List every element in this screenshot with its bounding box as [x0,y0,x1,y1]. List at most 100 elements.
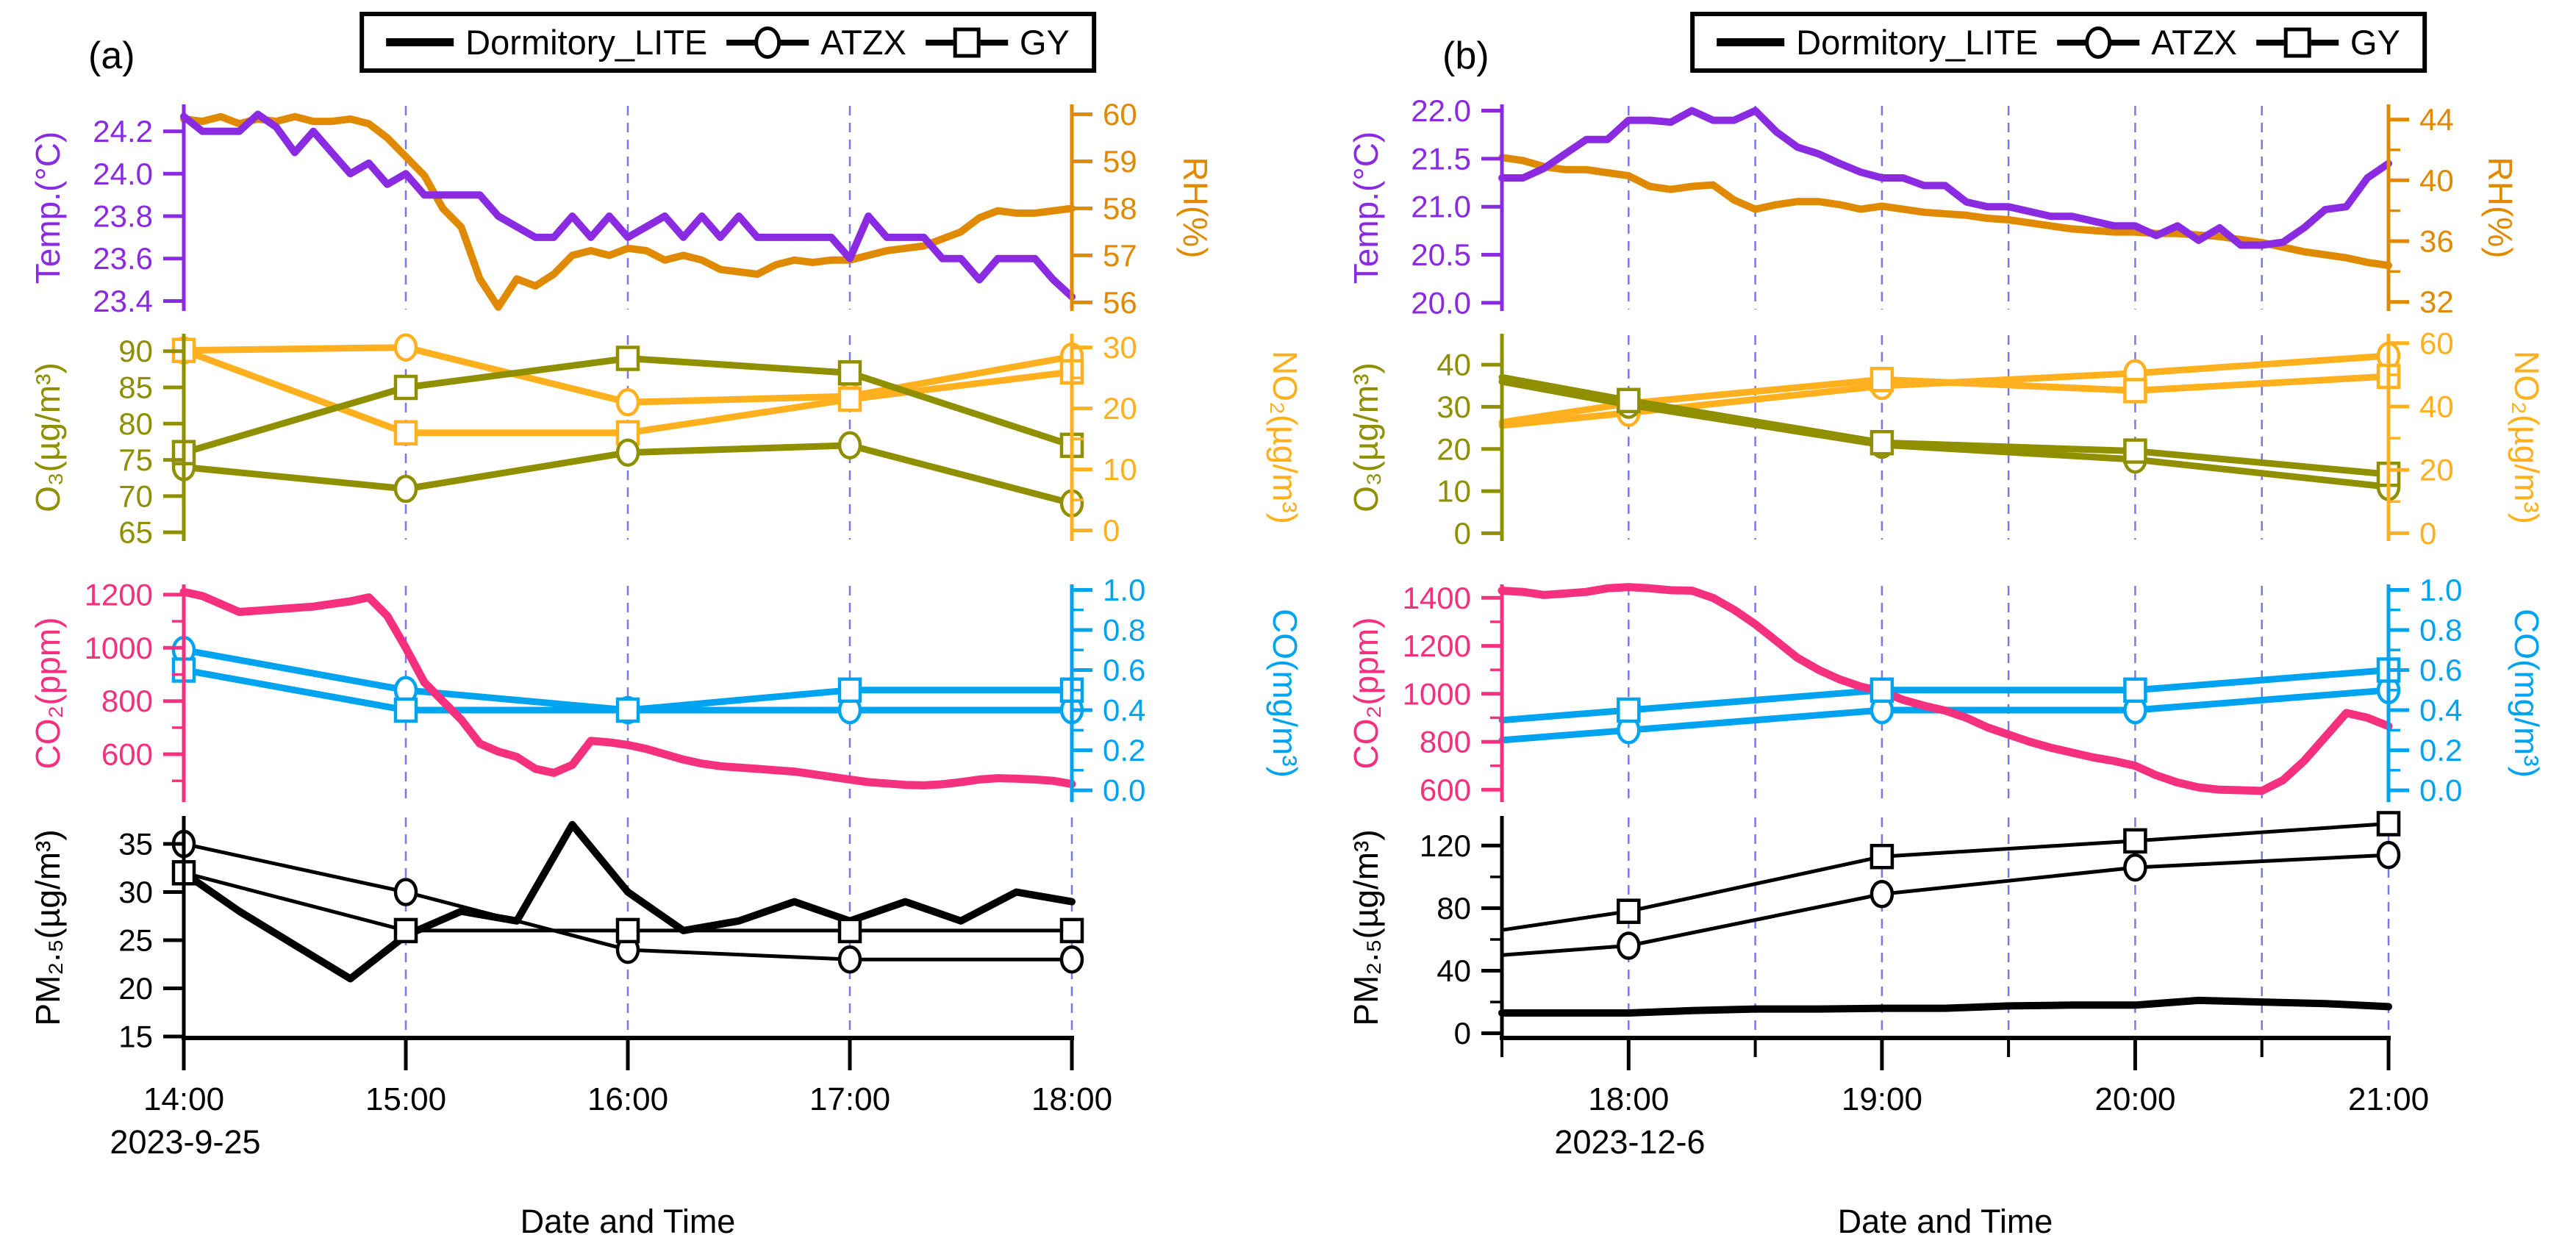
co-gy-a-marker-square-icon [837,677,862,703]
legend-item-dormitory-lite: Dormitory_LITE [1717,22,2038,62]
y-tick-label: 0.8 [1103,613,1145,648]
y-tick-label: 20 [2419,453,2454,487]
y-tick-label: 0 [1454,516,1471,551]
pm25-atzx-a-marker-circle-icon [837,945,862,974]
circle-marker-swatch-icon [2057,26,2140,60]
y-tick-label: 20 [118,971,153,1006]
y-tick-label: 1200 [85,577,153,612]
x-tick-label: 18:00 [1031,1081,1112,1117]
y-tick-label: 30 [118,875,153,909]
pm25-gy-a-marker-square-icon [393,917,418,944]
pm25-atzx-b-marker-circle-icon [1617,931,1641,960]
square-marker-swatch-icon [925,26,1008,60]
y-tick-label: 0.6 [2419,653,2462,687]
no2-gy-a-marker-square-icon [393,420,418,446]
o3-gy-b-marker-square-icon [1870,429,1895,456]
legend-label-atzx: ATZX [820,23,906,62]
y-tick-label: 23.8 [93,199,153,234]
y-tick-label: 1000 [1403,676,1471,711]
pm25-gy-b-marker-square-icon [2376,811,2401,837]
x-tick-label: 21:00 [2348,1081,2429,1117]
subplot-a-3: 15 20 25 30 35 PM₂.₅(µg/m³) 14:00 15:00 16:00 17:… [29,816,1112,1117]
y-tick-label: 800 [101,684,153,718]
pm25-gy-a-marker-square-icon [837,917,862,944]
x-tick-label: 14:00 [143,1081,224,1117]
subplot-a-0: 23.4 23.6 23.8 24.0 24.2 Temp.(°C) 56 57 58 59 60 R… [29,97,1214,320]
right-axis-title: RH(%) [2481,157,2519,259]
y-tick-label: 20 [1437,432,1471,466]
pm25-atzx-b-marker-circle-icon [1870,880,1895,909]
left-axis-title: CO₂(ppm) [1347,617,1385,770]
pm25-dormitory-lite-a [180,820,1076,983]
y-tick-label: 600 [101,737,153,772]
left-axis-title: CO₂(ppm) [29,617,67,770]
pm25-gy-a-marker-square-icon [615,917,640,944]
pm25-gy-b-marker-square-icon [2123,828,2147,854]
y-tick-label: 24.0 [93,157,153,191]
y-tick-label: 75 [118,443,153,477]
y-tick-label: 20 [1103,391,1137,426]
y-tick-label: 0.4 [2419,693,2462,728]
right-axis-title: CO(mg/m³) [2508,609,2546,778]
o3-atzx-a-marker-circle-icon [393,474,418,504]
y-tick-label: 0.8 [2419,613,2462,648]
y-tick-label: 36 [2419,224,2454,259]
legend-label-gy: GY [1019,23,1070,62]
y-tick-label: 22.0 [1411,93,1471,128]
y-tick-label: 1.0 [2419,573,2462,607]
subplot-b-2: 600 800 1000 1200 1400 CO₂(ppm) 0.0 0.2 0.4 0.6 0.… [1347,573,2546,808]
pm25-gy-a-marker-square-icon [1059,917,1084,944]
co-gy-a-marker-square-icon [615,697,640,723]
y-tick-label: 85 [118,370,153,405]
subplot-b-1: 0 10 20 30 40 O₃(µg/m³) 0 20 40 60 NO₂(µg/m³) [1347,326,2546,551]
right-axis-title: NO₂(µg/m³) [2508,351,2546,524]
y-tick-label: 40 [1437,348,1471,382]
y-tick-label: 120 [1420,828,1471,863]
square-marker-swatch-icon [2255,26,2339,60]
circle-marker-swatch-icon [726,26,809,60]
legend-item-dormitory-lite: Dormitory_LITE [386,22,707,62]
y-tick-label: 25 [118,923,153,958]
y-tick-label: 0 [1103,513,1120,548]
pm25-dormitory-lite-b [1498,996,2392,1017]
legend-label-atzx: ATZX [2151,23,2237,62]
solid-line-swatch-icon [386,38,454,46]
subplot-a-2: 600 800 1000 1200 CO₂(ppm) 0.0 0.2 0.4 0.6 0.8 1.0… [29,573,1304,808]
legend-label-dormitory-lite: Dormitory_LITE [1796,23,2039,62]
y-tick-label: 21.0 [1411,190,1471,224]
pm25-atzx-a-marker-circle-icon [393,878,418,906]
date-label-a: 2023-9-25 [110,1123,261,1161]
y-tick-label: 40 [2419,163,2454,198]
x-tick-label: 18:00 [1588,1081,1669,1117]
legend-panel-a: Dormitory_LITE ATZX GY [359,12,1096,73]
legend-panel-b: Dormitory_LITE ATZX GY [1690,12,2427,73]
o3-gy-b-marker-square-icon [2123,438,2147,464]
y-tick-label: 24.2 [93,114,153,148]
y-tick-label: 65 [118,515,153,550]
x-tick-label: 19:00 [1842,1081,1922,1117]
left-axis-title: Temp.(°C) [29,132,67,284]
o3-atzx-a-marker-circle-icon [837,431,862,460]
co2-dormitory-lite-b [1498,583,2393,795]
legend-item-atzx: ATZX [726,22,906,62]
y-tick-label: 60 [2419,326,2454,360]
pm25-atzx-b-marker-circle-icon [2123,853,2147,882]
no2-atzx-a-marker-circle-icon [615,388,640,417]
y-tick-label: 1200 [1403,629,1471,663]
pm25-gy-b-marker-square-icon [1870,843,1895,870]
y-tick-label: 800 [1420,725,1471,759]
x-tick-label: 17:00 [809,1081,890,1117]
left-axis-title: O₃(µg/m³) [29,362,67,512]
pm25-atzx-a-marker-circle-icon [1059,945,1084,974]
y-tick-label: 30 [1437,390,1471,424]
o3-gy-b-marker-square-icon [1617,387,1641,414]
y-tick-label: 20.5 [1411,237,1471,272]
x-axis-title-a: Date and Time [520,1203,736,1240]
no2-gy-b-marker-square-icon [2123,378,2147,404]
pm25-gy-b-marker-square-icon [1617,898,1641,924]
y-tick-label: 80 [118,407,153,441]
rh-dormitory-lite-a [180,112,1076,311]
right-axis-title: RH(%) [1176,157,1214,259]
